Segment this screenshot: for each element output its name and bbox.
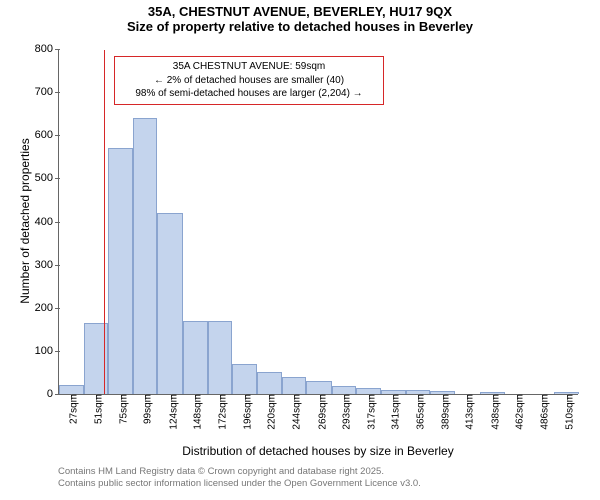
x-tick-label: 365sqm [409, 394, 426, 430]
chart-title-1: 35A, CHESTNUT AVENUE, BEVERLEY, HU17 9QX [0, 0, 600, 19]
histogram-plot: 010020030040050060070080027sqm51sqm75sqm… [58, 50, 578, 395]
chart-title-2: Size of property relative to detached ho… [0, 19, 600, 34]
x-tick-label: 317sqm [360, 394, 377, 430]
x-tick-label: 462sqm [509, 394, 526, 430]
y-axis-label: Number of detached properties [18, 121, 32, 321]
histogram-bar [183, 321, 208, 394]
annotation-line: 35A CHESTNUT AVENUE: 59sqm [121, 60, 377, 74]
y-tick: 500 [35, 172, 59, 184]
y-tick: 300 [35, 259, 59, 271]
x-tick-label: 293sqm [336, 394, 353, 430]
histogram-bar [257, 372, 282, 394]
histogram-bar [208, 321, 233, 394]
x-tick-label: 172sqm [212, 394, 229, 430]
x-tick-label: 244sqm [285, 394, 302, 430]
histogram-bar [157, 213, 183, 394]
x-tick-label: 269sqm [311, 394, 328, 430]
x-tick-label: 413sqm [459, 394, 476, 430]
x-tick-label: 220sqm [261, 394, 278, 430]
x-axis-label: Distribution of detached houses by size … [58, 444, 578, 458]
chart-footer: Contains HM Land Registry data © Crown c… [58, 466, 421, 491]
y-tick: 200 [35, 302, 59, 314]
x-tick-label: 486sqm [534, 394, 551, 430]
annotation-line: 98% of semi-detached houses are larger (… [121, 87, 377, 101]
y-tick: 800 [35, 43, 59, 55]
x-tick-label: 75sqm [112, 394, 129, 424]
y-tick: 700 [35, 86, 59, 98]
y-tick: 400 [35, 216, 59, 228]
footer-line-1: Contains HM Land Registry data © Crown c… [58, 466, 421, 478]
histogram-bar [306, 381, 332, 394]
annotation-line: ← 2% of detached houses are smaller (40) [121, 74, 377, 88]
y-tick: 100 [35, 345, 59, 357]
x-tick-label: 99sqm [137, 394, 154, 424]
histogram-bar [108, 148, 133, 394]
x-tick-label: 124sqm [162, 394, 179, 430]
x-tick-label: 51sqm [87, 394, 104, 424]
x-tick-label: 27sqm [63, 394, 80, 424]
y-tick: 600 [35, 129, 59, 141]
x-tick-label: 341sqm [385, 394, 402, 430]
x-tick-label: 389sqm [434, 394, 451, 430]
histogram-bar [332, 386, 357, 394]
footer-line-2: Contains public sector information licen… [58, 478, 421, 490]
x-tick-label: 438sqm [484, 394, 501, 430]
histogram-bar [232, 364, 257, 394]
histogram-bar [282, 377, 307, 394]
histogram-bar [59, 385, 84, 394]
x-tick-label: 196sqm [236, 394, 253, 430]
histogram-bar [133, 118, 158, 394]
y-tick: 0 [47, 388, 59, 400]
annotation-box: 35A CHESTNUT AVENUE: 59sqm← 2% of detach… [114, 56, 384, 105]
marker-line [104, 50, 105, 394]
x-tick-label: 510sqm [558, 394, 575, 430]
x-tick-label: 148sqm [187, 394, 204, 430]
